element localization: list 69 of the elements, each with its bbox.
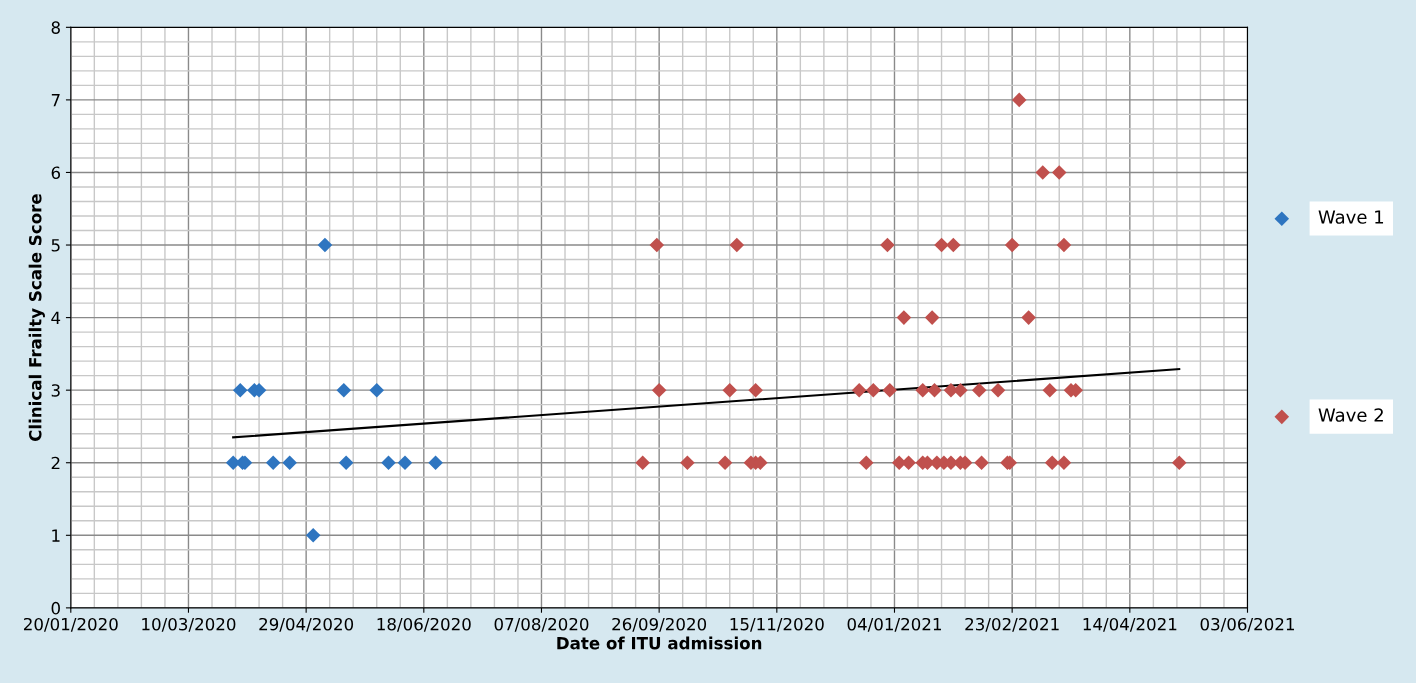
point <box>265 455 281 471</box>
y-tick-label: 7 <box>51 94 60 107</box>
point <box>880 237 895 253</box>
point <box>1042 382 1058 398</box>
x-axis-title: Date of ITU admission <box>557 636 762 650</box>
point <box>428 455 443 471</box>
x-tick-label: 23/02/2021 <box>965 617 1059 632</box>
point <box>680 455 695 471</box>
y-tick-label: 5 <box>51 239 60 252</box>
x-tick-label: 18/06/2020 <box>377 617 471 632</box>
point <box>338 455 354 471</box>
point <box>305 528 321 543</box>
point <box>971 382 987 398</box>
point <box>717 455 733 471</box>
point <box>336 382 352 398</box>
point <box>282 455 297 471</box>
point <box>934 237 949 253</box>
point <box>369 382 385 398</box>
y-tick-label: 4 <box>51 311 61 324</box>
point <box>1004 237 1020 253</box>
point <box>1056 237 1072 253</box>
point <box>896 310 912 325</box>
x-tick-label: 14/04/2021 <box>1083 617 1177 632</box>
point <box>729 237 745 253</box>
point <box>1056 455 1072 471</box>
point <box>232 382 248 398</box>
point <box>927 382 942 398</box>
point <box>649 237 665 253</box>
point <box>1011 92 1027 108</box>
y-axis-title: Clinical Frailty Scale Score <box>28 194 45 442</box>
point <box>990 382 1006 398</box>
y-tick-label: 8 <box>51 21 60 34</box>
x-tick-label: 15/11/2020 <box>730 617 824 632</box>
y-tick-label: 6 <box>51 166 61 180</box>
point <box>882 382 898 398</box>
x-tick-label: 20/01/2020 <box>23 617 118 632</box>
point <box>851 382 867 398</box>
x-tick-label: 29/04/2020 <box>259 617 354 632</box>
y-tick-label: 3 <box>51 384 60 397</box>
point <box>915 382 931 398</box>
point <box>858 455 874 471</box>
point <box>953 382 968 398</box>
x-tick-label: 10/03/2020 <box>142 617 236 632</box>
x-tick-label: 03/06/2021 <box>1200 617 1294 632</box>
point <box>866 382 881 398</box>
point <box>1021 310 1036 325</box>
x-tick-label: 04/01/2021 <box>847 617 941 632</box>
point <box>381 455 396 471</box>
y-tick-label: 1 <box>52 529 60 542</box>
point <box>974 455 989 471</box>
point <box>748 382 763 398</box>
point <box>901 455 916 471</box>
point <box>1035 165 1051 180</box>
x-tick-label: 07/08/2020 <box>494 617 589 632</box>
point <box>651 382 667 398</box>
point <box>317 237 333 253</box>
point <box>924 310 940 325</box>
point <box>397 455 413 471</box>
y-tick-label: 2 <box>51 456 60 470</box>
point <box>635 455 650 471</box>
point <box>1044 455 1060 471</box>
point <box>1171 455 1187 471</box>
legend-label: Wave 2 <box>1318 408 1383 422</box>
legend-label: Wave 1 <box>1318 210 1384 224</box>
point <box>946 237 961 253</box>
x-tick-label: 26/09/2020 <box>612 617 707 632</box>
point <box>722 382 738 398</box>
y-tick-label: 0 <box>51 601 60 615</box>
point <box>1051 165 1067 180</box>
